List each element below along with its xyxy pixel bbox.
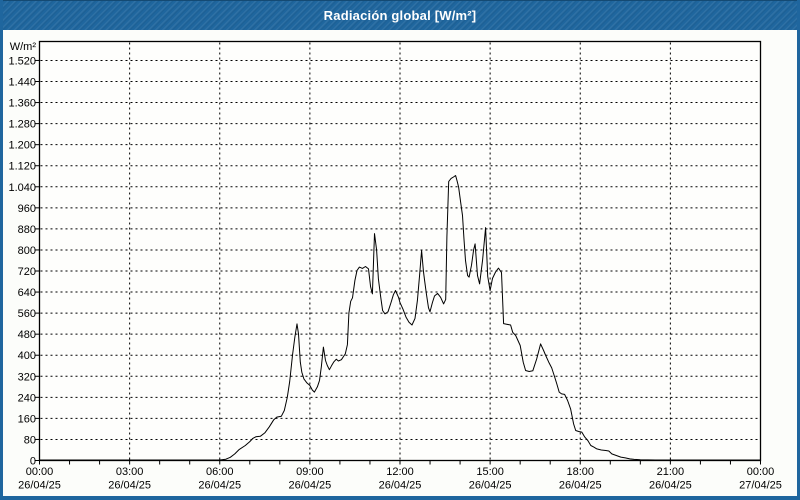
x-tick-date-label: 26/04/25: [288, 480, 331, 492]
x-tick-time-label: 09:00: [296, 466, 324, 478]
chart-area: 0 80 160 240 320 400 480 560 640 720 800 880 960 1.04…: [0, 30, 800, 500]
y-tick-label: 1.520: [8, 55, 36, 67]
y-axis-unit-label: W/m²: [10, 41, 37, 53]
y-tick-label: 160: [18, 413, 36, 425]
y-tick-label: 80: [24, 434, 36, 446]
y-tick-label: 1.200: [8, 140, 36, 152]
y-tick-label: 1.360: [8, 98, 36, 110]
y-tick-label: 400: [18, 350, 36, 362]
plot-area: [39, 41, 761, 461]
y-tick-label: 560: [18, 308, 36, 320]
x-tick-date-label: 26/04/25: [198, 480, 241, 492]
x-tick-time-label: 18:00: [566, 466, 594, 478]
x-tick-time-label: 00:00: [26, 466, 54, 478]
y-tick-label: 720: [18, 266, 36, 278]
y-tick-label: 1.440: [8, 77, 36, 89]
y-tick-label: 880: [18, 224, 36, 236]
y-tick-label: 240: [18, 392, 36, 404]
x-tick-date-label: 27/04/25: [739, 480, 782, 492]
x-tick-date-label: 26/04/25: [649, 480, 692, 492]
x-tick-date-label: 26/04/25: [108, 480, 151, 492]
x-tick-time-label: 12:00: [386, 466, 414, 478]
y-tick-label: 1.040: [8, 182, 36, 194]
x-tick-date-label: 26/04/25: [18, 480, 61, 492]
window-titlebar: Radiación global [W/m²]: [0, 0, 800, 30]
y-tick-label: 800: [18, 245, 36, 257]
radiation-chart: 0 80 160 240 320 400 480 560 640 720 800 880 960 1.04…: [8, 40, 782, 492]
x-tick-time-label: 06:00: [206, 466, 234, 478]
x-tick-time-label: 15:00: [476, 466, 504, 478]
x-tick-time-label: 00:00: [747, 466, 775, 478]
y-tick-label: 0: [30, 456, 36, 468]
y-tick-label: 480: [18, 329, 36, 341]
y-tick-label: 1.120: [8, 161, 36, 173]
x-tick-time-label: 21:00: [657, 466, 685, 478]
y-tick-label: 320: [18, 371, 36, 383]
x-tick-date-label: 26/04/25: [379, 480, 422, 492]
radiation-series-line: [39, 175, 761, 461]
x-tick-date-label: 26/04/25: [469, 480, 512, 492]
x-tick-date-label: 26/04/25: [559, 480, 602, 492]
y-tick-label: 1.280: [8, 119, 36, 131]
y-tick-label: 960: [18, 203, 36, 215]
y-tick-label: 640: [18, 287, 36, 299]
plot-frame: [38, 40, 762, 462]
x-tick-time-label: 03:00: [116, 466, 144, 478]
